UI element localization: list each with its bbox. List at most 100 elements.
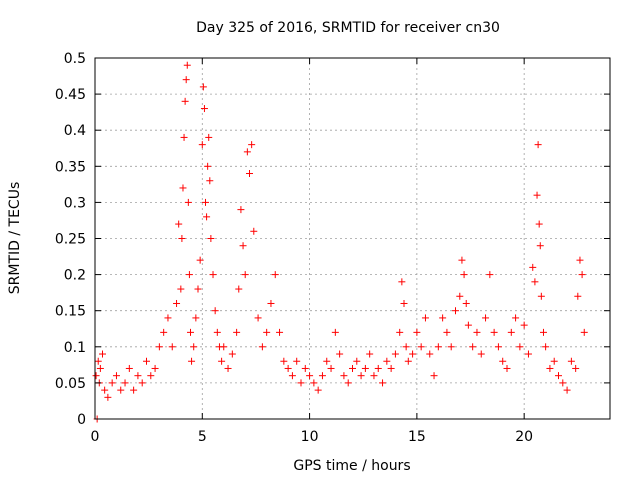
data-point [349,364,356,372]
data-point [213,328,221,336]
data-point [546,364,554,372]
data-point [235,285,243,293]
data-point [535,220,543,228]
data-point [370,372,378,380]
data-point [462,299,470,307]
data-point [121,379,129,387]
data-point [184,198,192,206]
data-point [443,328,451,336]
y-tick-label: 0.25 [55,232,86,248]
data-point [248,141,256,149]
data-point [503,364,511,372]
data-point [357,372,365,380]
data-point [398,278,406,286]
y-axis-label: SRMTID / TECUs [7,182,23,295]
data-point [233,328,241,336]
data-point [494,343,502,351]
data-point [188,357,196,365]
data-point [199,83,207,91]
data-point [413,328,421,336]
data-point [147,372,155,380]
data-point [520,321,528,329]
data-point [421,314,429,322]
y-tick-label: 0.4 [64,123,86,139]
data-point [125,364,133,372]
data-point [482,314,490,322]
data-point [379,379,387,387]
data-point [536,242,544,250]
y-tick-label: 0.45 [55,87,86,103]
data-point [143,357,150,365]
data-point [391,350,399,358]
data-point [297,379,305,387]
data-point [173,299,181,307]
data-point [374,364,382,372]
data-point [228,350,236,358]
data-point [469,343,477,351]
data-point [473,328,481,336]
data-point [271,271,279,279]
data-point [537,292,545,300]
data-point [96,364,104,372]
data-point [402,343,410,351]
data-point [409,350,417,358]
data-point [101,386,109,394]
data-point [263,328,271,336]
data-point [288,372,296,380]
data-point [524,350,532,358]
data-point [567,357,575,365]
x-tick-label: 0 [91,429,100,445]
data-point [310,379,318,387]
y-tick-label: 0.5 [64,51,86,67]
data-point [160,328,168,336]
data-point [207,235,215,242]
data-point [92,372,100,380]
data-point [254,314,262,322]
data-point [192,314,200,322]
data-point [477,350,485,358]
data-point [361,364,369,372]
y-tick-label: 0.15 [55,304,86,320]
data-point [550,357,558,365]
data-point [533,191,541,199]
data-point [239,242,247,250]
data-point [202,198,210,206]
data-point [280,357,288,365]
data-point [314,386,322,394]
data-point [542,343,550,351]
grid-layer [95,58,610,419]
data-point [539,328,547,336]
data-point [178,235,186,242]
data-point [204,162,212,170]
points-layer [92,61,588,423]
data-point [344,379,352,387]
data-point [531,278,539,286]
data-point [194,285,202,293]
data-point [340,372,348,380]
data-point [396,328,404,336]
data-point [306,372,314,380]
data-point [400,299,408,307]
y-tick-label: 0 [77,412,86,428]
data-point [134,372,142,380]
data-point [164,314,172,322]
data-point [203,213,211,221]
data-point [112,372,120,380]
data-point [185,271,193,279]
data-point [293,357,301,365]
data-point [241,271,249,279]
data-point [237,206,245,214]
data-point [224,364,232,372]
data-point [276,328,284,336]
data-point [183,61,191,69]
data-point [168,343,176,351]
data-point [499,357,507,365]
x-tick-label: 15 [408,429,426,445]
data-point [94,357,102,365]
data-point [559,379,567,387]
data-point [301,364,309,372]
data-point [387,364,395,372]
x-tick-label: 10 [301,429,319,445]
data-point [516,343,524,351]
